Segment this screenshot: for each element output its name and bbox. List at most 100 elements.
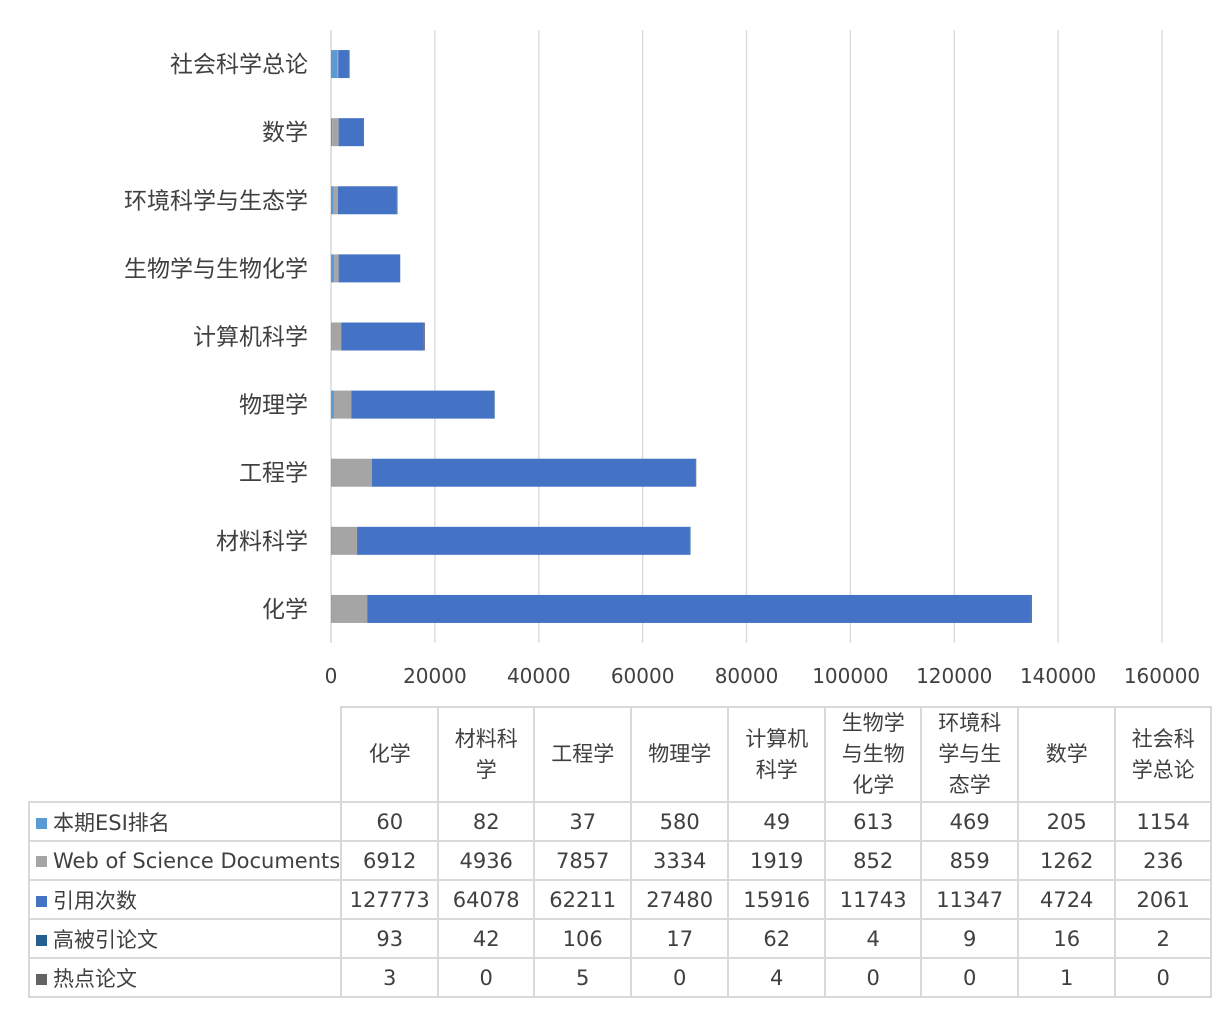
table-header-cell: 生物学 与生物 化学 <box>824 706 923 803</box>
x-tick-label: 40000 <box>507 664 571 688</box>
table-cell: 37 <box>533 801 633 842</box>
table-cell: 2 <box>1114 918 1213 959</box>
x-tick-label: 100000 <box>812 664 888 688</box>
table-corner <box>29 707 343 803</box>
bar-segment <box>331 526 358 555</box>
table-cell: 16 <box>1017 918 1117 959</box>
bar-segment <box>331 254 335 283</box>
bar-segment <box>367 594 1031 623</box>
bar-segment <box>336 50 339 79</box>
bar-segment <box>338 50 349 79</box>
table-header-cell: 物理学 <box>630 706 730 803</box>
table-cell: 5 <box>533 957 633 998</box>
category-label: 数学 <box>262 120 308 146</box>
bar-segment <box>1030 594 1032 623</box>
table-cell: 106 <box>533 918 633 959</box>
legend-swatch <box>36 934 47 946</box>
header-line: 学总论 <box>1131 757 1195 782</box>
series-label: 本期ESI排名 <box>27 801 343 842</box>
table-cell: 15916 <box>727 879 827 920</box>
bar-segment <box>363 118 364 147</box>
bar-segment <box>331 390 335 419</box>
series-name: Web of Science Documents <box>53 848 341 873</box>
table-cell: 60 <box>340 801 440 842</box>
category-label: 生物学与生物化学 <box>124 256 308 282</box>
table-cell: 7857 <box>533 840 633 881</box>
series-label: Web of Science Documents <box>27 840 343 881</box>
table-row: 本期ESI排名 60 82 37 580 49 613 469 205 1154 <box>27 801 1213 842</box>
bar-segment <box>399 254 401 283</box>
table-cell: 4936 <box>437 840 536 881</box>
table-header-cell: 材料科学 <box>437 706 536 803</box>
table-cell: 9 <box>920 918 1020 959</box>
table-cell: 1262 <box>1017 840 1117 881</box>
table-cell: 93 <box>340 918 440 959</box>
table-header-cell: 工程学 <box>533 706 633 803</box>
x-tick-label: 80000 <box>715 664 779 688</box>
bar-segment <box>331 594 368 623</box>
bar-segment <box>695 458 697 487</box>
series-name: 本期ESI排名 <box>53 810 170 835</box>
bar-segment <box>423 322 425 351</box>
table-cell: 82 <box>437 801 536 842</box>
table-header-cell: 数学 <box>1017 706 1117 803</box>
table-cell: 236 <box>1114 840 1213 881</box>
table-header-cell: 计算机 科学 <box>727 706 827 803</box>
header-line: 社会科 <box>1131 726 1195 751</box>
series-name: 热点论文 <box>53 966 137 991</box>
table-cell: 42 <box>437 918 536 959</box>
table-cell: 0 <box>630 957 730 998</box>
header-line: 材料科 <box>454 726 518 751</box>
data-table: 化学 材料科学 工程学 物理学 计算机 科学 生物学 与生物 化学 环境科 学与生 态学 … <box>27 706 1213 998</box>
bar-segment <box>331 186 334 215</box>
table-cell: 11743 <box>824 879 923 920</box>
table-row: 热点论文 3 0 5 0 4 0 0 1 0 <box>27 957 1213 998</box>
bar-segment <box>338 118 364 147</box>
table-cell: 580 <box>630 801 730 842</box>
category-label: 材料科学 <box>216 529 308 555</box>
table-cell: 859 <box>920 840 1020 881</box>
series-name: 引用次数 <box>53 888 137 913</box>
table-cell: 0 <box>824 957 923 998</box>
table-header-cell: 化学 <box>340 706 440 803</box>
table-cell: 0 <box>437 957 536 998</box>
legend-swatch <box>36 895 47 907</box>
bar-segment <box>689 526 691 555</box>
category-label: 化学 <box>262 597 308 623</box>
table-row: Web of Science Documents 6912 4936 7857 3334… <box>27 840 1213 881</box>
bar-segment <box>331 118 333 147</box>
header-line: 化学 <box>852 773 895 797</box>
x-tick-label: 120000 <box>916 664 992 688</box>
bar-segment <box>695 458 696 487</box>
header-line: 态学 <box>948 773 991 797</box>
header-line: 计算机 <box>745 726 809 751</box>
table-cell: 1 <box>1017 957 1117 998</box>
bar-segment <box>334 390 352 419</box>
table-cell: 4724 <box>1017 879 1117 920</box>
header-line: 学 <box>475 757 497 782</box>
table-header-cell: 社会科 学总论 <box>1114 706 1213 803</box>
table-cell: 3334 <box>630 840 730 881</box>
legend-swatch <box>36 973 47 985</box>
table-cell: 62 <box>727 918 827 959</box>
bar-segment <box>331 50 337 79</box>
table-header-row: 化学 材料科学 工程学 物理学 计算机 科学 生物学 与生物 化学 环境科 学与生 态学 … <box>29 706 1213 803</box>
x-axis-tick-labels: 0 20000 40000 60000 80000 100000 120000 140000 1… <box>325 664 1201 688</box>
table-cell: 2061 <box>1114 879 1213 920</box>
x-tick-label: 0 <box>325 664 338 688</box>
bar-segment <box>334 254 339 283</box>
bar-segment <box>494 390 495 419</box>
x-tick-label: 140000 <box>1020 664 1096 688</box>
table-cell: 62211 <box>533 879 633 920</box>
table-cell: 17 <box>630 918 730 959</box>
table-row: 引用次数 127773 64078 62211 27480 15916 11743 11347… <box>27 879 1213 920</box>
table-cell: 613 <box>824 801 923 842</box>
legend-swatch <box>36 855 47 867</box>
bars <box>331 50 1032 623</box>
bar-segment <box>331 322 342 351</box>
header-line: 与生物 <box>841 742 905 766</box>
header-line: 科学 <box>755 757 798 782</box>
table-cell: 11347 <box>920 879 1020 920</box>
header-line: 生物学 <box>841 711 905 735</box>
